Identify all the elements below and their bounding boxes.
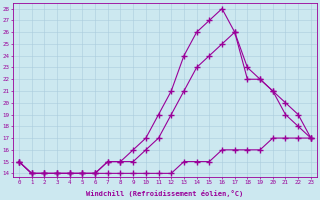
X-axis label: Windchill (Refroidissement éolien,°C): Windchill (Refroidissement éolien,°C)	[86, 190, 244, 197]
